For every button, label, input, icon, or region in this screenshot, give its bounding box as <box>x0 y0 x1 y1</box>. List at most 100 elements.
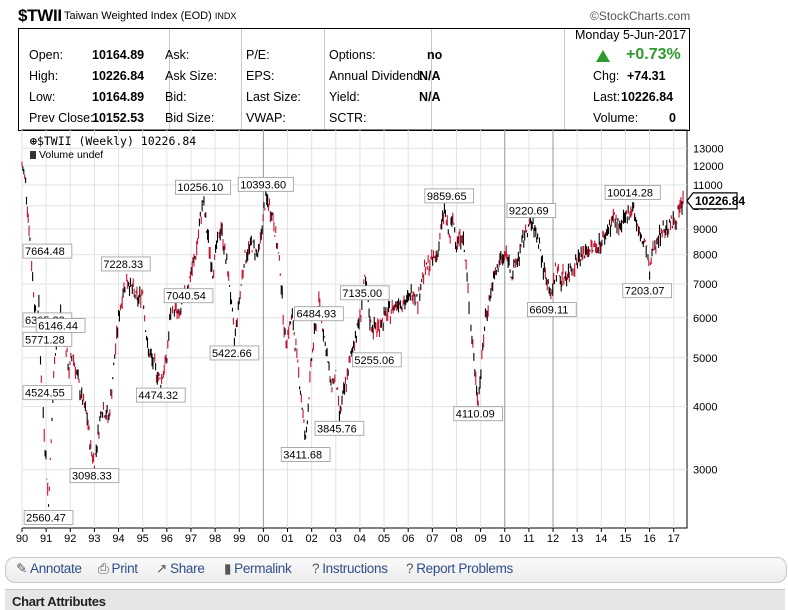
annotation-box <box>69 468 120 484</box>
annotation-box <box>23 510 74 525</box>
chart-attributes-bar[interactable]: Chart Attributes <box>5 589 785 610</box>
price-annotation: 4474.32 <box>135 387 186 403</box>
x-tick-label: 02 <box>306 533 318 545</box>
quote-panel: Open: 10164.89 Ask: P/E: Options: no +0.… <box>18 28 690 131</box>
up-arrow-icon <box>596 50 610 62</box>
price-annotation: 10014.28 <box>604 185 661 200</box>
x-tick-label: 04 <box>354 533 366 545</box>
annotation-box <box>352 352 402 368</box>
price-annotation: 5422.66 <box>209 345 260 361</box>
x-tick-label: 95 <box>137 533 149 545</box>
x-tick-label: 06 <box>402 533 414 545</box>
y-tick-label: 7000 <box>693 279 717 291</box>
help-icon: ? <box>406 561 414 576</box>
price-annotation: 2560.47 <box>23 510 74 525</box>
price-annotation: 4524.55 <box>22 385 73 401</box>
last-label: Last: <box>593 90 621 104</box>
chg-label: Chg: <box>593 69 620 83</box>
price-annotation: 10393.60 <box>237 176 294 192</box>
annotation-label: 10256.10 <box>177 182 223 194</box>
options-value: no <box>427 48 443 62</box>
price-annotation: 9859.65 <box>424 188 475 204</box>
symbol-title: $TWII <box>18 6 62 25</box>
brand-logo[interactable]: ©StockCharts.com <box>590 9 691 23</box>
price-annotation: 6146.44 <box>35 318 86 333</box>
annotation-label: 7135.00 <box>342 288 382 300</box>
share-icon: ↗ <box>156 561 168 576</box>
annotation-box <box>237 176 294 192</box>
price-annotation: 5255.06 <box>352 352 402 368</box>
quote-date: Monday 5-Jun-2017 <box>575 28 687 42</box>
x-tick-label: 00 <box>257 533 269 545</box>
y-tick-label: 9000 <box>693 224 717 236</box>
last-value: 10226.84 <box>621 90 674 104</box>
vwap-label: VWAP: <box>246 111 286 125</box>
annotation-label: 5771.28 <box>25 334 65 346</box>
annotation-box <box>280 447 331 462</box>
annotation-box <box>424 188 475 204</box>
print-button[interactable]: ⎙ Print <box>98 561 138 576</box>
high-label: High: <box>29 69 59 83</box>
x-tick-label: 14 <box>595 533 607 545</box>
y-tick-label: 11000 <box>693 180 723 192</box>
chart-legend-title: ⊕$TWII (Weekly) 10226.84 <box>30 134 197 148</box>
dividend-label: Annual Dividend: <box>329 69 424 83</box>
annotation-label: 9859.65 <box>427 191 467 203</box>
annotation-label: 5255.06 <box>354 355 394 367</box>
annotation-box <box>314 420 365 436</box>
y-tick-label: 5000 <box>693 353 717 365</box>
volume-legend: Volume undef <box>30 149 103 161</box>
annotation-label: 5422.66 <box>212 348 252 360</box>
instructions-button[interactable]: ? Instructions <box>312 561 388 576</box>
volume-icon <box>30 151 36 160</box>
percent-change: +0.73% <box>626 46 681 63</box>
annotation-label: 7228.33 <box>103 259 143 271</box>
last-size-label: Last Size: <box>246 90 301 104</box>
x-tick-label: 09 <box>474 533 486 545</box>
bookmark-icon: ▮ <box>224 561 232 576</box>
sctr-label: SCTR: <box>329 111 367 125</box>
x-tick-label: 11 <box>523 533 534 545</box>
annotation-box <box>604 185 661 200</box>
price-annotation: 7228.33 <box>100 256 151 272</box>
last-price-tag <box>686 192 738 210</box>
annotation-box <box>622 283 672 299</box>
prev-close-label: Prev Close: <box>29 111 94 125</box>
x-tick-label: 17 <box>668 533 680 545</box>
annotate-button[interactable]: ✎ Annotate <box>16 561 82 576</box>
high-value: 10226.84 <box>92 69 145 83</box>
volume-value: 0 <box>669 111 676 125</box>
x-tick-label: 16 <box>643 533 655 545</box>
y-tick-label: 13000 <box>693 143 724 155</box>
open-value: 10164.89 <box>92 48 145 62</box>
bid-label: Bid: <box>165 90 187 104</box>
x-tick-label: 12 <box>547 533 559 545</box>
eps-label: EPS: <box>246 69 275 83</box>
annotation-box <box>453 406 504 422</box>
chart-toolbar: ✎ Annotate ⎙ Print ↗ Share ▮ Permalink ? Inst… <box>5 557 787 583</box>
permalink-button[interactable]: ▮ Permalink <box>224 561 292 576</box>
x-tick-label: 10 <box>499 533 511 545</box>
annotation-box <box>22 243 73 259</box>
low-label: Low: <box>29 90 56 104</box>
options-label: Options: <box>329 48 376 62</box>
x-tick-label: 05 <box>378 533 390 545</box>
report-problems-button[interactable]: ? Report Problems <box>406 561 514 576</box>
y-tick-label: 6000 <box>693 313 717 325</box>
price-annotation: 7135.00 <box>339 285 390 301</box>
last-price-label: 10226.84 <box>695 194 745 208</box>
annotation-label: 6146.44 <box>38 320 78 332</box>
annotation-label: 3098.33 <box>72 471 112 483</box>
x-tick-label: 01 <box>281 533 293 545</box>
annotation-box <box>163 288 214 304</box>
price-annotation: 6484.93 <box>294 306 344 322</box>
pe-label: P/E: <box>246 48 270 62</box>
y-tick-label: 12000 <box>693 161 724 173</box>
annotation-label: 6484.93 <box>296 309 336 321</box>
annotation-box <box>339 285 390 301</box>
x-tick-label: 99 <box>233 533 245 545</box>
annotation-label: 9220.69 <box>509 206 549 218</box>
share-button[interactable]: ↗ Share <box>156 561 205 576</box>
annotation-box <box>35 318 86 333</box>
price-annotation: 3098.33 <box>69 468 120 484</box>
